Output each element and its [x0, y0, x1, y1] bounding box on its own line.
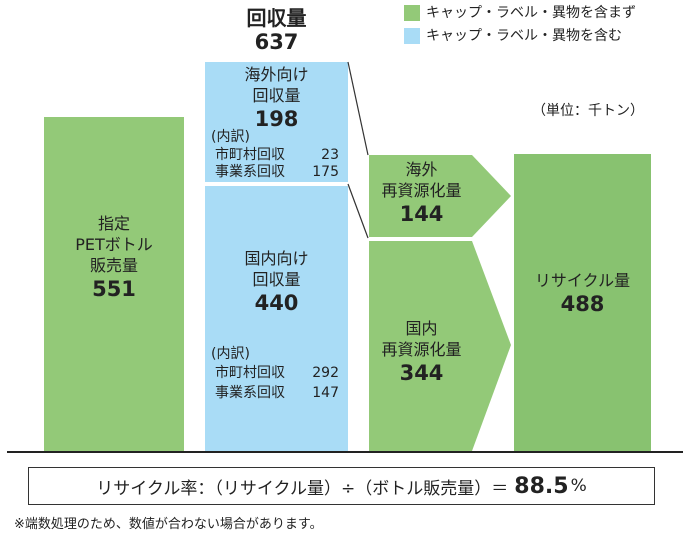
- collection-total-label: 回収量: [246, 6, 307, 30]
- sales-label-line2: PETボトル: [75, 235, 153, 254]
- overseas-recycling-line1: 海外: [405, 160, 438, 179]
- recycling-total-value: 488: [560, 292, 605, 316]
- domestic-collection-value: 440: [254, 291, 299, 315]
- overseas-business-row: 事業系回収 175: [215, 163, 339, 182]
- overseas-recycling-arrow: [369, 155, 511, 237]
- domestic-recycling-line2: 再資源化量: [381, 340, 462, 359]
- collection-total: 回収量 637: [205, 6, 348, 55]
- overseas-breakdown-label: (内訳): [211, 129, 250, 145]
- overseas-collection-line2: 回収量: [252, 86, 301, 105]
- baseline: [7, 451, 683, 453]
- overseas-recycling-line2: 再資源化量: [381, 181, 462, 200]
- domestic-municipal-row: 市町村回収 292: [215, 364, 339, 383]
- domestic-collection-line1: 国内向け: [244, 249, 309, 268]
- overseas-business-label: 事業系回収: [215, 164, 285, 180]
- overseas-municipal-label: 市町村回収: [215, 147, 285, 163]
- domestic-business-row: 事業系回収 147: [215, 384, 339, 403]
- domestic-breakdown-label: (内訳): [211, 346, 250, 362]
- sales-value: 551: [92, 277, 136, 301]
- domestic-business-value: 147: [312, 385, 339, 401]
- legend-swatch-green: [404, 5, 420, 21]
- domestic-recycling-text: 国内 再資源化量 344: [369, 318, 474, 386]
- domestic-collection-line2: 回収量: [252, 270, 301, 289]
- sales-label-line1: 指定: [97, 214, 130, 233]
- recycling-total-bar: リサイクル量 488: [514, 154, 651, 451]
- legend-label-blue: キャップ・ラベル・異物を含む: [426, 28, 622, 44]
- footnote: ※端数処理のため、数値が合わない場合があります。: [14, 517, 323, 532]
- sales-label-line3: 販売量: [89, 256, 138, 275]
- domestic-recycling-value: 344: [399, 361, 444, 385]
- overseas-recycling-value: 144: [399, 202, 444, 226]
- overseas-municipal-value: 23: [321, 147, 339, 163]
- formula-box: リサイクル率：（リサイクル量）÷（ボトル販売量）＝ 88.5 %: [28, 467, 655, 505]
- overseas-recycling-text: 海外 再資源化量 144: [369, 159, 474, 227]
- collection-total-value: 637: [254, 30, 299, 54]
- unit-label: （単位：千トン）: [532, 103, 644, 119]
- legend-swatch-blue: [404, 28, 420, 44]
- overseas-collection-block: 海外向け 回収量 198 (内訳) 市町村回収 23 事業系回収 175: [205, 62, 348, 182]
- connector-line-middle: [347, 183, 369, 239]
- legend-label-green: キャップ・ラベル・異物を含まず: [426, 5, 636, 21]
- domestic-municipal-label: 市町村回収: [215, 365, 285, 381]
- recycling-total-label: リサイクル量: [534, 271, 631, 290]
- formula-percent: %: [570, 476, 587, 496]
- domestic-recycling-line1: 国内: [405, 319, 438, 338]
- domestic-municipal-value: 292: [312, 365, 339, 381]
- domestic-collection-block: 国内向け 回収量 440 (内訳) 市町村回収 292 事業系回収 147: [205, 186, 348, 451]
- domestic-recycling-arrow: [369, 241, 511, 451]
- connector-line-top: [347, 61, 369, 156]
- overseas-collection-line1: 海外向け: [244, 65, 309, 84]
- sales-bar: 指定 PETボトル 販売量 551: [44, 117, 184, 451]
- overseas-business-value: 175: [312, 164, 339, 180]
- domestic-business-label: 事業系回収: [215, 385, 285, 401]
- formula-value: 88.5: [514, 473, 569, 499]
- formula-text: リサイクル率：（リサイクル量）÷（ボトル販売量）＝: [96, 478, 509, 499]
- overseas-municipal-row: 市町村回収 23: [215, 146, 339, 165]
- overseas-collection-value: 198: [254, 107, 299, 131]
